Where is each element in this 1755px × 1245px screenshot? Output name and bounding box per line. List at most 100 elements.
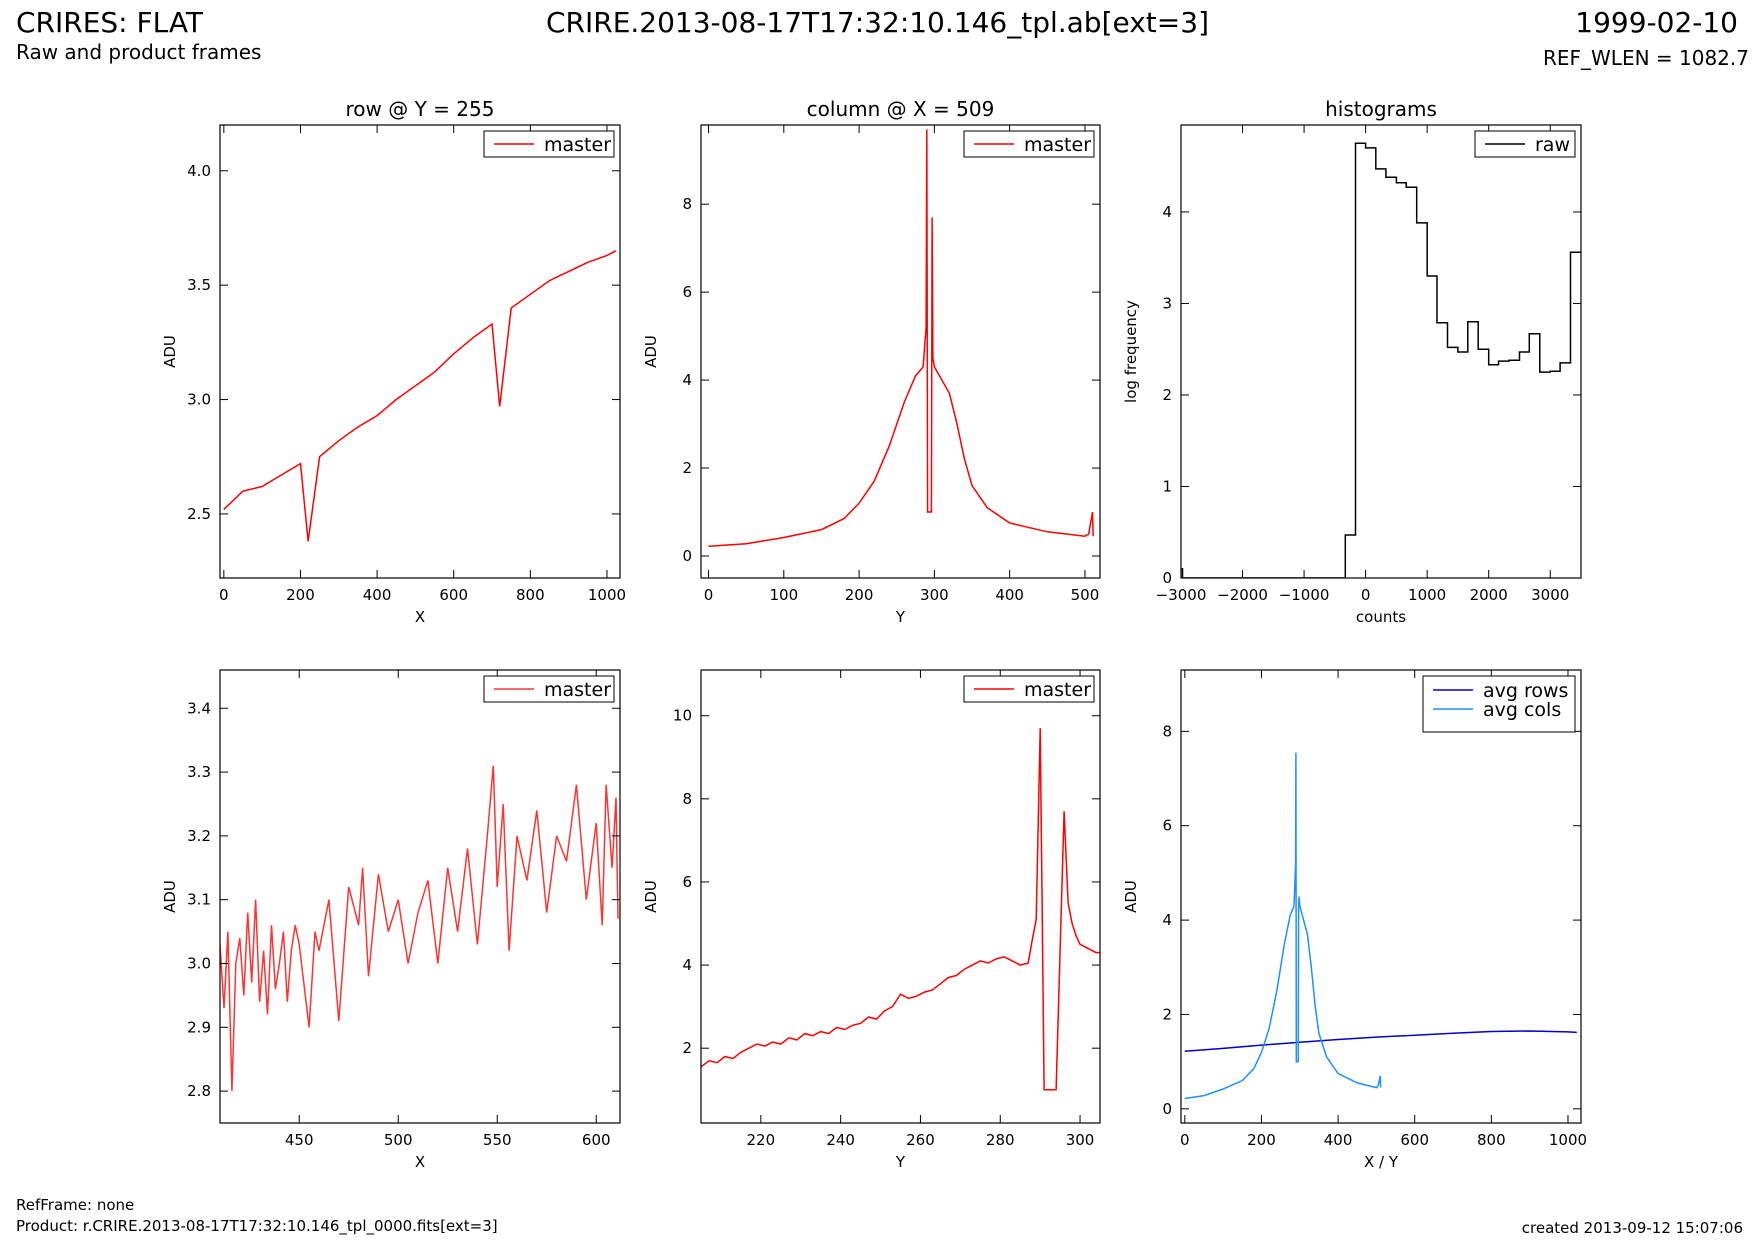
series-line-avg-rows-averages — [1184, 1030, 1577, 1053]
y-tick-label: 4 — [1162, 911, 1172, 929]
x-tick-label: 600 — [582, 1131, 611, 1149]
panel-row: 0 200 400 600 800 1000 2.5 3.0 3.5 4.0 row @ Y = 2… — [161, 97, 626, 626]
x-tick-label: 400 — [363, 586, 392, 604]
x-tick-label: 220 — [747, 1131, 776, 1149]
axes-frame — [1180, 669, 1582, 1124]
legend-label: master — [544, 679, 611, 701]
x-tick-label: 200 — [286, 586, 315, 604]
created-label: created 2013-09-12 15:07:06 — [1521, 1219, 1743, 1237]
y-tick-label: 2 — [682, 459, 692, 477]
y-tick-label: 1 — [1162, 477, 1172, 495]
panel-averages: 0 200 400 600 800 1000 0 2 4 6 8 X / Y ADU avg rowsav… — [1122, 669, 1587, 1171]
chart-title: histograms — [1325, 97, 1437, 121]
series-line-raw-histograms — [1181, 142, 1581, 578]
x-tick-label: 450 — [285, 1131, 314, 1149]
date-label: 1999-02-10 — [1575, 6, 1738, 39]
x-tick-label: 0 — [219, 586, 229, 604]
y-axis-label: ADU — [1122, 880, 1140, 913]
legend-label: raw — [1535, 134, 1570, 156]
x-tick-label: 800 — [516, 586, 545, 604]
y-tick-label: 3.0 — [187, 954, 211, 972]
legend-label: master — [1024, 679, 1091, 701]
y-tick-label: 3.0 — [187, 391, 211, 409]
x-tick-label: 400 — [995, 586, 1024, 604]
x-tick-label: 1000 — [588, 586, 626, 604]
y-tick-label: 10 — [673, 707, 692, 725]
x-tick-label: 1000 — [1408, 586, 1446, 604]
x-tick-label: 200 — [845, 586, 874, 604]
y-tick-label: 6 — [682, 873, 692, 891]
x-tick-label: 600 — [1400, 1131, 1429, 1149]
x-tick-label: 260 — [906, 1131, 935, 1149]
x-tick-label: 0 — [1180, 1131, 1190, 1149]
x-tick-label: 280 — [986, 1131, 1015, 1149]
y-tick-label: 0 — [1162, 569, 1172, 587]
y-tick-label: 4.0 — [187, 162, 211, 180]
x-tick-label: 200 — [1247, 1131, 1276, 1149]
axes-frame — [219, 124, 621, 579]
y-tick-label: 2.5 — [187, 505, 211, 523]
y-tick-label: 8 — [1162, 722, 1172, 740]
x-tick-label: 0 — [704, 586, 714, 604]
y-tick-label: 4 — [1162, 203, 1172, 221]
y-axis-label: ADU — [642, 335, 660, 368]
x-axis-label: X / Y — [1364, 1153, 1399, 1171]
product-label: Product: r.CRIRE.2013-08-17T17:32:10.146… — [16, 1217, 498, 1235]
y-tick-label: 0 — [1162, 1100, 1172, 1118]
y-tick-label: 2.8 — [187, 1082, 211, 1100]
y-axis-label: ADU — [642, 880, 660, 913]
series-line-master-column — [708, 129, 1094, 548]
panel-column: 0 100 200 300 400 500 0 2 4 6 8 column @ X = 509 Y AD… — [642, 97, 1101, 626]
x-tick-label: 1000 — [1549, 1131, 1587, 1149]
y-tick-label: 3.5 — [187, 276, 211, 294]
y-tick-label: 3.1 — [187, 891, 211, 909]
y-axis-label: log frequency — [1122, 300, 1140, 403]
x-tick-label: 3000 — [1531, 586, 1569, 604]
figure-title: CRIRES: FLAT — [16, 6, 203, 39]
panel-column-zoom: 220 240 260 280 300 2 4 6 8 10 Y ADU master — [642, 669, 1101, 1171]
panel-histograms: −3000 −2000 −1000 0 1000 2000 3000 0 1 2 3 4 histogr… — [1122, 97, 1582, 626]
chart-title: row @ Y = 255 — [346, 97, 495, 121]
x-tick-label: 240 — [826, 1131, 855, 1149]
x-tick-label: 100 — [769, 586, 798, 604]
y-tick-label: 2.9 — [187, 1018, 211, 1036]
y-tick-label: 2 — [1162, 1005, 1172, 1023]
x-tick-label: 300 — [1066, 1131, 1095, 1149]
y-axis-label: ADU — [161, 335, 179, 368]
series-line-master-column_zoom — [701, 728, 1100, 1091]
x-axis-label: X — [415, 1153, 425, 1171]
series-line-avg-cols-averages — [1184, 752, 1382, 1100]
y-tick-label: 6 — [1162, 817, 1172, 835]
x-tick-label: 0 — [1361, 586, 1371, 604]
x-tick-label: 400 — [1324, 1131, 1353, 1149]
axes-frame — [1180, 124, 1582, 579]
x-tick-label: −1000 — [1279, 586, 1330, 604]
legend-box — [1422, 675, 1576, 733]
x-tick-label: 500 — [1071, 586, 1100, 604]
x-tick-label: 2000 — [1470, 586, 1508, 604]
y-tick-label: 4 — [682, 956, 692, 974]
y-tick-label: 3.4 — [187, 699, 211, 717]
y-tick-label: 3.3 — [187, 763, 211, 781]
x-tick-label: 800 — [1477, 1131, 1506, 1149]
x-axis-label: Y — [895, 608, 906, 626]
y-axis-label: ADU — [161, 880, 179, 913]
legend-label: avg rows — [1483, 680, 1568, 702]
chart-title: column @ X = 509 — [807, 97, 995, 121]
x-tick-label: −3000 — [1156, 586, 1207, 604]
x-axis-label: counts — [1356, 608, 1406, 626]
y-tick-label: 2 — [1162, 386, 1172, 404]
axes-frame — [219, 669, 621, 1124]
panel-row-zoom: 450 500 550 600 2.8 2.9 3.0 3.1 3.2 3.3 3.4 X ADU mas… — [161, 669, 621, 1171]
axes-frame — [700, 124, 1101, 579]
x-axis-label: Y — [895, 1153, 906, 1171]
series-line-master-row_zoom — [220, 765, 619, 1092]
y-tick-label: 2 — [682, 1039, 692, 1057]
legend-label: avg cols — [1483, 699, 1561, 721]
y-tick-label: 3.2 — [187, 827, 211, 845]
y-tick-label: 6 — [682, 283, 692, 301]
y-tick-label: 0 — [682, 547, 692, 565]
file-title: CRIRE.2013-08-17T17:32:10.146_tpl.ab[ext… — [545, 6, 1209, 39]
figure-subtitle: Raw and product frames — [16, 40, 262, 64]
